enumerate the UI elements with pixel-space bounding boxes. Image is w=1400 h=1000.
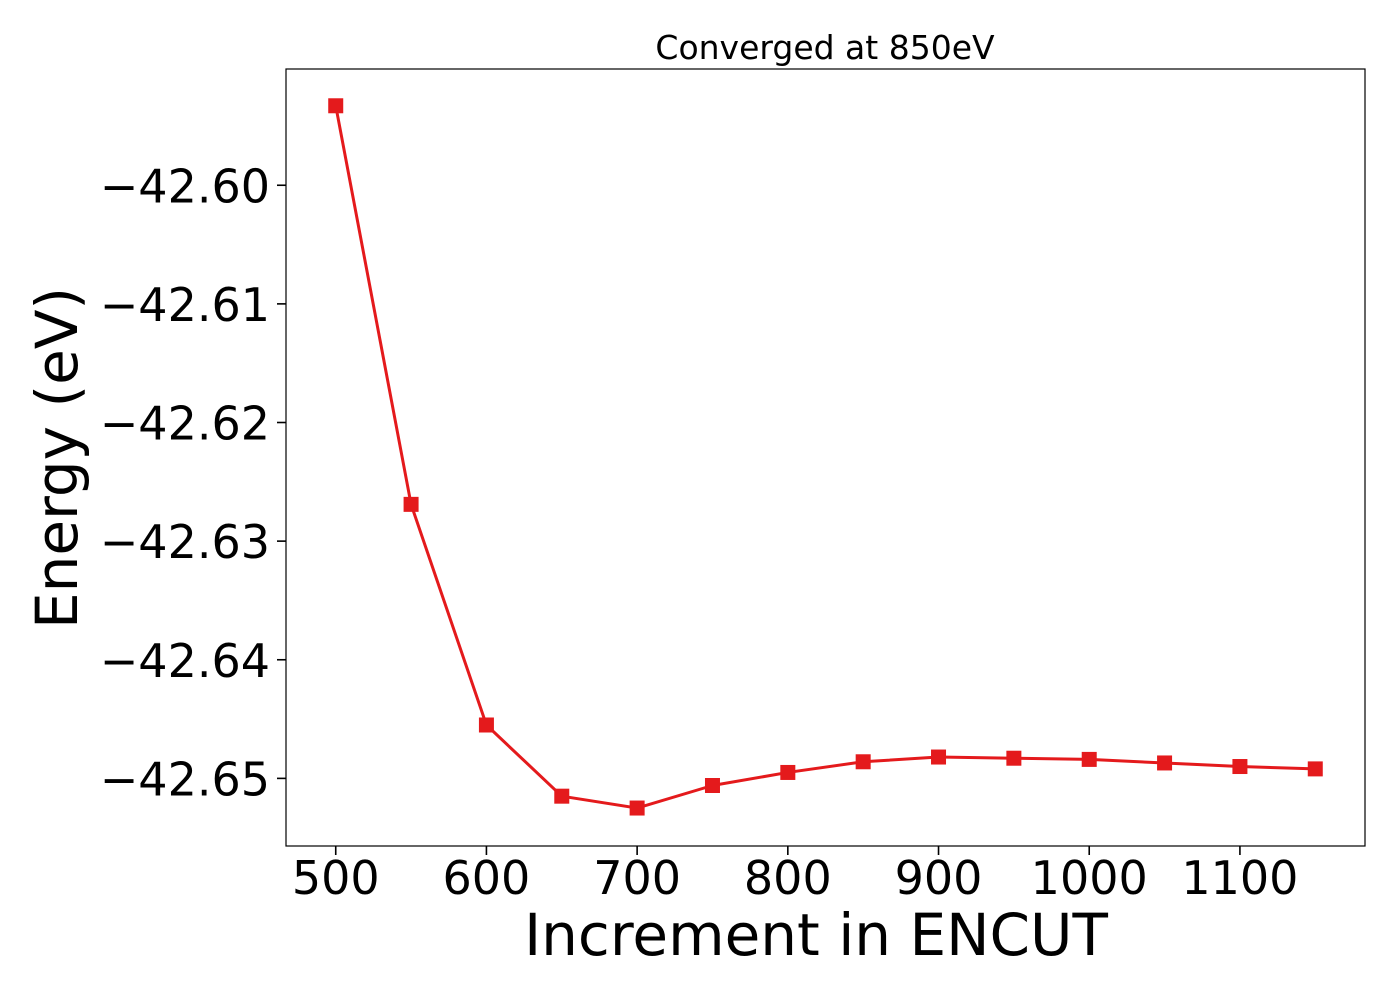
data-point-marker <box>704 778 720 794</box>
plot-frame <box>285 68 1366 847</box>
data-point-marker <box>1081 751 1097 767</box>
y-tick-label: −42.63 <box>100 515 270 569</box>
y-tick-label: −42.60 <box>100 159 270 213</box>
data-point-marker <box>328 98 344 114</box>
data-point-marker <box>554 788 570 804</box>
data-point-marker <box>1232 759 1248 775</box>
y-tick-label: −42.61 <box>100 278 270 332</box>
x-tick-label: 500 <box>292 851 380 905</box>
x-tick-label: 1100 <box>1181 851 1298 905</box>
data-point-marker <box>855 754 871 770</box>
x-tick-label: 700 <box>593 851 681 905</box>
x-tick-label: 600 <box>443 851 531 905</box>
series-line <box>334 105 1316 810</box>
x-tick-label: 800 <box>744 851 832 905</box>
y-tick-label: −42.64 <box>100 634 270 688</box>
chart-title: Converged at 850eV <box>655 28 995 67</box>
y-axis: −42.60 −42.61 −42.62 −42.63 −42.64 −42.65 <box>100 159 286 806</box>
data-point-marker <box>931 749 947 765</box>
x-axis-label: Increment in ENCUT <box>524 901 1108 969</box>
x-tick-label: 1000 <box>1031 851 1148 905</box>
data-point-marker <box>403 496 419 512</box>
plot-area <box>328 98 1323 816</box>
data-point-marker <box>1006 750 1022 766</box>
data-point-marker <box>1157 755 1173 771</box>
data-point-marker <box>629 800 645 816</box>
data-point-marker <box>780 764 796 780</box>
y-axis-label: Energy (eV) <box>23 287 91 629</box>
data-point-marker <box>1307 761 1323 777</box>
x-axis: 500 600 700 800 900 1000 1100 <box>292 846 1298 905</box>
data-point-marker <box>478 717 494 733</box>
x-tick-label: 900 <box>895 851 983 905</box>
y-tick-label: −42.62 <box>100 397 270 451</box>
y-tick-label: −42.65 <box>100 752 270 806</box>
